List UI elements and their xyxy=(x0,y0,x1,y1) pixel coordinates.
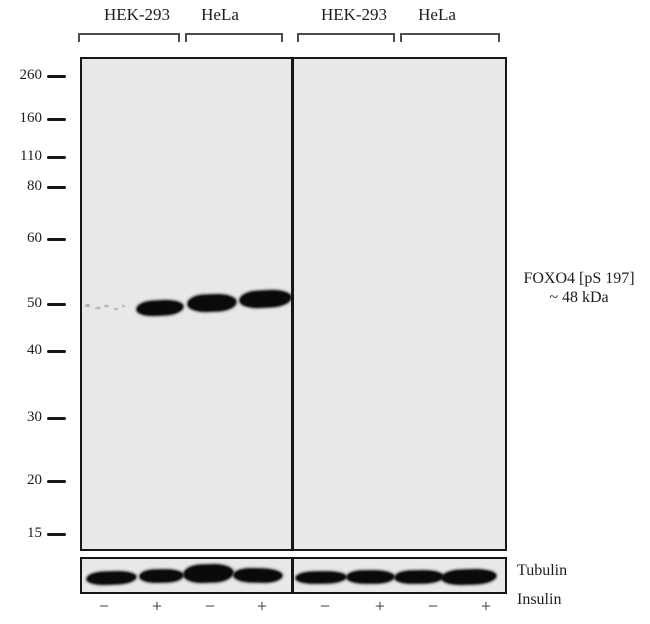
foxo4-faint-speckle xyxy=(85,304,90,307)
mw-marker-tick xyxy=(47,186,66,189)
tubulin-band xyxy=(233,568,283,583)
mw-marker-tick xyxy=(47,156,66,159)
mw-marker-label: 260 xyxy=(19,67,43,83)
treatment-sign: + xyxy=(480,596,492,616)
mw-marker-label: 60 xyxy=(27,230,42,246)
tubulin-band xyxy=(347,571,394,583)
main-panel-divider xyxy=(291,57,294,551)
mw-marker-tick xyxy=(47,238,66,241)
mw-marker-tick xyxy=(47,533,66,536)
cell-line-label: HEK-293 xyxy=(103,5,171,24)
mw-marker-tick xyxy=(47,417,66,420)
group-bracket xyxy=(400,33,500,42)
target-annotation: FOXO4 [pS 197] ~ 48 kDa xyxy=(512,269,646,307)
group-bracket xyxy=(78,33,180,42)
treatment-sign: − xyxy=(427,596,439,616)
treatment-sign: − xyxy=(319,596,331,616)
cell-line-label: HEK-293 xyxy=(320,5,388,24)
cell-line-label: HeLa xyxy=(201,5,239,24)
mw-marker-label: 20 xyxy=(27,472,42,488)
foxo4-faint-speckle xyxy=(104,305,109,307)
mw-marker-label: 80 xyxy=(27,178,42,194)
treatment-label: Insulin xyxy=(517,591,562,608)
foxo4-faint-speckle xyxy=(114,308,118,310)
mw-marker-label: 110 xyxy=(20,148,42,164)
mw-marker-label: 50 xyxy=(27,295,42,311)
treatment-sign: − xyxy=(98,596,110,616)
target-annotation-line2: ~ 48 kDa xyxy=(549,289,609,306)
mw-marker-label: 30 xyxy=(27,409,42,425)
mw-marker-label: 15 xyxy=(27,525,42,541)
mw-marker-tick xyxy=(47,303,66,306)
tubulin-strip-divider xyxy=(291,557,294,594)
mw-marker-label: 160 xyxy=(19,110,43,126)
treatment-sign: + xyxy=(151,596,163,616)
treatment-sign: + xyxy=(374,596,386,616)
mw-marker-tick xyxy=(47,118,66,121)
target-annotation-line1: FOXO4 [pS 197] xyxy=(523,270,635,287)
foxo4-faint-speckle xyxy=(95,307,101,309)
mw-marker-tick xyxy=(47,75,66,78)
mw-marker-tick xyxy=(47,480,66,483)
foxo4-faint-speckle xyxy=(122,305,125,307)
treatment-sign: + xyxy=(256,596,268,616)
group-bracket xyxy=(297,33,395,42)
mw-marker-tick xyxy=(47,350,66,353)
mw-marker-label: 40 xyxy=(27,342,42,358)
treatment-sign: − xyxy=(204,596,216,616)
loading-control-label: Tubulin xyxy=(517,562,568,579)
group-bracket xyxy=(185,33,283,42)
cell-line-label: HeLa xyxy=(418,5,456,24)
